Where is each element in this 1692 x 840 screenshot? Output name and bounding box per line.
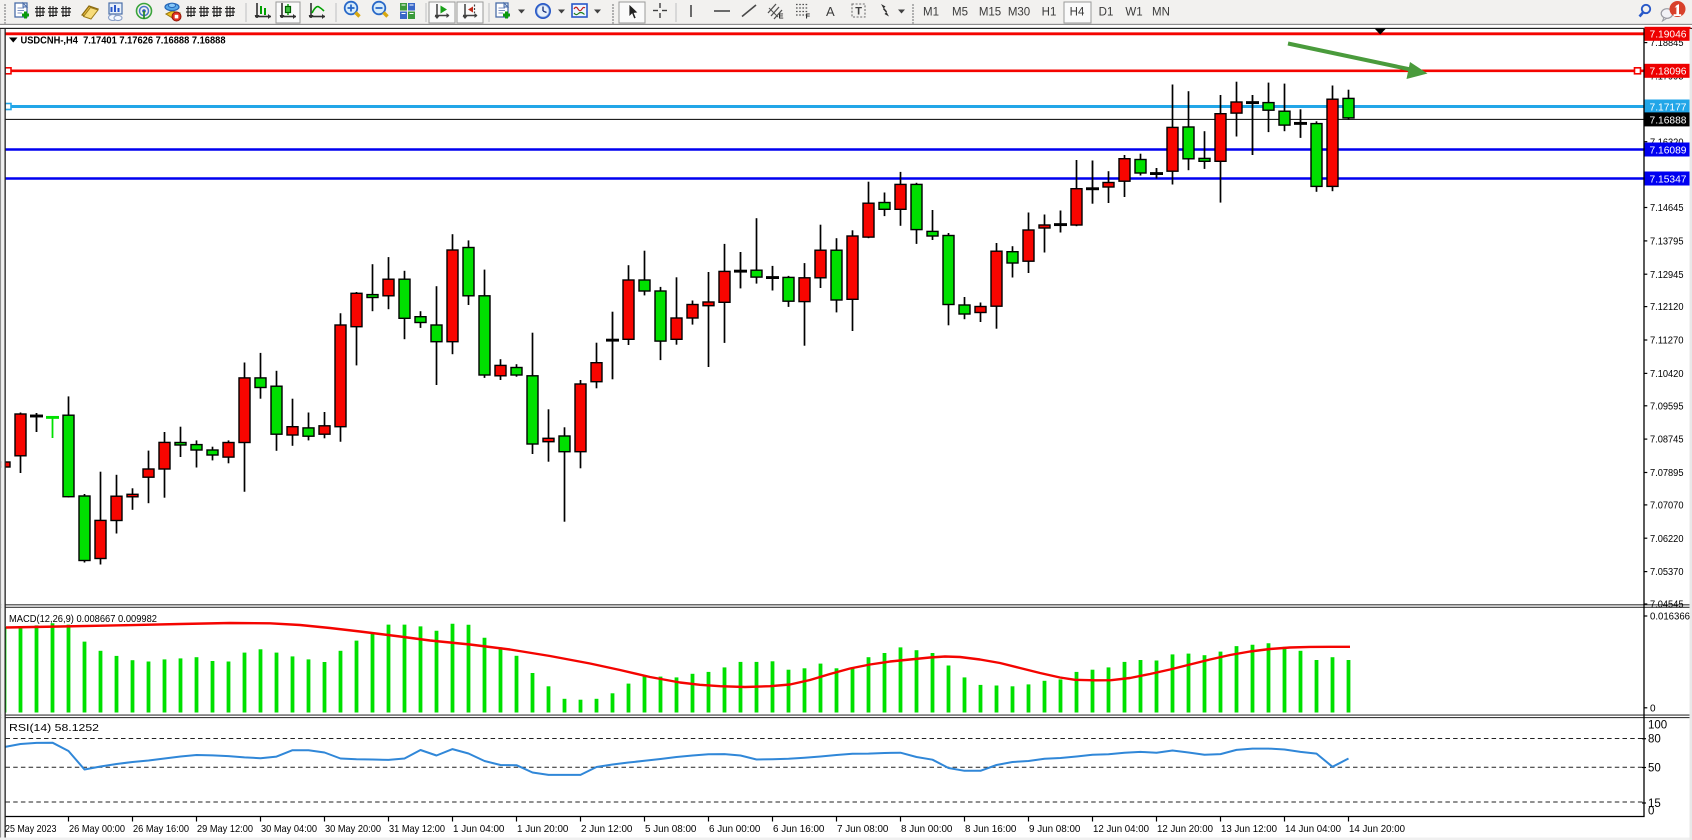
svg-text:D1: D1	[1099, 7, 1114, 19]
svg-text:13 Jun 12:00: 13 Jun 12:00	[1221, 824, 1277, 835]
svg-text:100: 100	[1648, 720, 1667, 732]
svg-text:6 Jun 00:00: 6 Jun 00:00	[709, 824, 761, 835]
svg-text:7.16089: 7.16089	[1650, 144, 1687, 156]
svg-text:5 Jun 08:00: 5 Jun 08:00	[645, 824, 697, 835]
svg-text:7.09595: 7.09595	[1650, 401, 1684, 412]
svg-text:8 Jun 16:00: 8 Jun 16:00	[965, 824, 1017, 835]
svg-text:0: 0	[1650, 703, 1656, 714]
svg-text:F: F	[806, 12, 811, 21]
svg-text:MN: MN	[1152, 7, 1170, 19]
svg-text:H4: H4	[1070, 7, 1085, 19]
svg-text:7.18845: 7.18845	[1650, 38, 1684, 49]
svg-text:7.07895: 7.07895	[1650, 468, 1684, 479]
svg-text:A: A	[826, 4, 835, 19]
svg-text:0.016366: 0.016366	[1650, 612, 1690, 623]
svg-text:7.10420: 7.10420	[1650, 369, 1684, 380]
svg-text:30 May 04:00: 30 May 04:00	[261, 824, 317, 835]
svg-text:M1: M1	[923, 7, 939, 19]
svg-text:14 Jun 04:00: 14 Jun 04:00	[1285, 824, 1341, 835]
svg-text:M15: M15	[979, 7, 1001, 19]
svg-text:7.13795: 7.13795	[1650, 237, 1684, 248]
svg-text:M30: M30	[1008, 7, 1030, 19]
svg-text:0: 0	[1648, 806, 1654, 818]
svg-text:15: 15	[1648, 798, 1661, 810]
svg-text:T: T	[855, 6, 862, 18]
svg-text:7.08745: 7.08745	[1650, 435, 1684, 446]
svg-text:7.07070: 7.07070	[1650, 501, 1684, 512]
svg-text:2 Jun 12:00: 2 Jun 12:00	[581, 824, 633, 835]
svg-text:W1: W1	[1125, 7, 1142, 19]
svg-text:USDCNH-,H4 7.17401 7.17626 7.: USDCNH-,H4 7.17401 7.17626 7.16888 7.168…	[21, 35, 226, 46]
svg-text:1 Jun 04:00: 1 Jun 04:00	[453, 824, 505, 835]
svg-text:31 May 12:00: 31 May 12:00	[389, 824, 445, 835]
svg-text:7.18096: 7.18096	[1650, 66, 1687, 78]
svg-text:7.12120: 7.12120	[1650, 302, 1684, 313]
svg-text:8 Jun 00:00: 8 Jun 00:00	[901, 824, 953, 835]
svg-text:H1: H1	[1042, 7, 1057, 19]
svg-text:50: 50	[1648, 763, 1661, 775]
svg-text:7.17177: 7.17177	[1650, 101, 1687, 113]
svg-text:7.06220: 7.06220	[1650, 534, 1684, 545]
svg-text:7.19046: 7.19046	[1650, 29, 1687, 41]
svg-text:M5: M5	[952, 7, 968, 19]
svg-text:26 May 00:00: 26 May 00:00	[69, 824, 125, 835]
svg-text:25 May 2023: 25 May 2023	[5, 824, 57, 835]
svg-text:MACD(12,26,9) 0.008667 0.00998: MACD(12,26,9) 0.008667 0.009982	[9, 614, 157, 625]
svg-text:E: E	[779, 12, 784, 21]
svg-text:12 Jun 20:00: 12 Jun 20:00	[1157, 824, 1213, 835]
svg-text:29 May 12:00: 29 May 12:00	[197, 824, 253, 835]
svg-text:7.04545: 7.04545	[1650, 600, 1684, 611]
svg-text:7.16888: 7.16888	[1650, 114, 1687, 126]
svg-text:RSI(14) 58.1252: RSI(14) 58.1252	[9, 723, 99, 734]
svg-text:26 May 16:00: 26 May 16:00	[133, 824, 189, 835]
svg-text:7.11270: 7.11270	[1650, 336, 1684, 347]
svg-text:7 Jun 08:00: 7 Jun 08:00	[837, 824, 889, 835]
svg-text:9 Jun 08:00: 9 Jun 08:00	[1029, 824, 1081, 835]
svg-text:80: 80	[1648, 734, 1661, 746]
svg-text:14 Jun 20:00: 14 Jun 20:00	[1349, 824, 1405, 835]
svg-text:7.05370: 7.05370	[1650, 567, 1684, 578]
svg-text:7.15347: 7.15347	[1650, 173, 1687, 185]
svg-text:1 Jun 20:00: 1 Jun 20:00	[517, 824, 569, 835]
svg-text:7.14645: 7.14645	[1650, 203, 1684, 214]
svg-text:6 Jun 16:00: 6 Jun 16:00	[773, 824, 825, 835]
svg-text:7.12945: 7.12945	[1650, 270, 1684, 281]
svg-text:30 May 20:00: 30 May 20:00	[325, 824, 381, 835]
svg-text:12 Jun 04:00: 12 Jun 04:00	[1093, 824, 1149, 835]
